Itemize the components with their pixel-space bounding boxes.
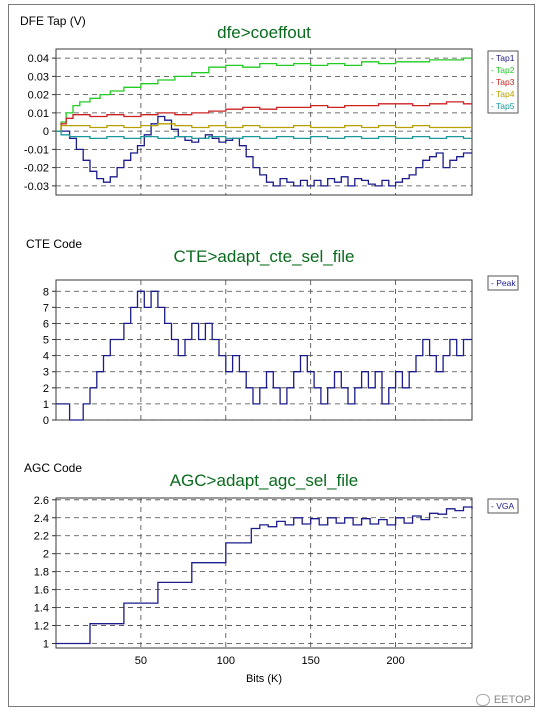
legend-entry: - Tap3 bbox=[491, 77, 515, 87]
legend-entry: - Tap5 bbox=[491, 101, 515, 111]
legend-entry: - Tap2 bbox=[491, 65, 515, 75]
series-line-vga bbox=[56, 506, 473, 645]
tick-label-y: 1.2 bbox=[34, 621, 49, 633]
tick-label-x: 100 bbox=[217, 655, 235, 667]
tick-label-y: 0 bbox=[43, 126, 49, 138]
legend-box bbox=[487, 50, 519, 114]
series-line-tap4 bbox=[56, 123, 472, 132]
chart-title: CTE>adapt_cte_sel_file bbox=[174, 247, 355, 266]
chart-1: 0.04 0.03 0.02 0.01 0 -0.01 -0.02 -0.03 DFE Tap … bbox=[20, 14, 519, 196]
plot-area bbox=[55, 48, 473, 196]
chart-2: 8 7 6 5 4 3 2 1 0 CTE Code CTE>adapt_cte_sel_file -… bbox=[26, 237, 519, 427]
tick-label-y: 2.2 bbox=[34, 531, 49, 543]
axis-label-y: AGC Code bbox=[24, 461, 82, 475]
tick-label-y: 1 bbox=[43, 639, 49, 651]
tick-label-y: 2.4 bbox=[34, 513, 49, 525]
legend-entry: - Peak bbox=[491, 278, 516, 288]
chart-title: AGC>adapt_agc_sel_file bbox=[170, 471, 359, 490]
tick-label-x: 50 bbox=[135, 655, 147, 667]
tick-label-y: 0.02 bbox=[28, 90, 49, 102]
tick-label-y: 2.6 bbox=[34, 495, 49, 507]
tick-label-x: 150 bbox=[302, 655, 320, 667]
tick-label-y: 1.6 bbox=[34, 585, 49, 597]
tick-label-y: 0.03 bbox=[28, 71, 49, 83]
tick-label-y: 6 bbox=[43, 318, 49, 330]
legend-box bbox=[487, 275, 519, 291]
tick-label-y: -0.02 bbox=[24, 163, 49, 175]
chart-title: dfe>coeffout bbox=[217, 23, 311, 42]
tick-label-y: -0.03 bbox=[24, 181, 49, 193]
tick-label-x: 200 bbox=[386, 655, 404, 667]
tick-label-y: 0.01 bbox=[28, 108, 49, 120]
series-line-tap3 bbox=[56, 101, 472, 132]
tick-label-y: 2 bbox=[43, 549, 49, 561]
tick-label-y: 3 bbox=[43, 367, 49, 379]
tick-label-y: 0 bbox=[43, 415, 49, 427]
legend-entry: - Tap4 bbox=[491, 89, 515, 99]
series-line-tap1 bbox=[56, 115, 472, 187]
legend-box bbox=[487, 498, 519, 514]
wechat-icon bbox=[475, 694, 490, 706]
legend-entry: - VGA bbox=[491, 501, 514, 511]
watermark: EETOP bbox=[475, 693, 531, 706]
axis-label-x: Bits (K) bbox=[246, 673, 282, 685]
plot-area bbox=[55, 497, 473, 649]
axis-label-y: CTE Code bbox=[26, 237, 82, 251]
tick-label-y: 7 bbox=[43, 302, 49, 314]
tick-label-y: -0.01 bbox=[24, 144, 49, 156]
plot-area bbox=[55, 279, 473, 421]
series-line-tap5 bbox=[56, 130, 472, 140]
tick-label-y: 1.8 bbox=[34, 567, 49, 579]
tick-label-y: 4 bbox=[43, 351, 49, 363]
tick-label-y: 5 bbox=[43, 335, 49, 347]
axis-label-y: DFE Tap (V) bbox=[20, 14, 86, 28]
series-line-tap2 bbox=[56, 57, 472, 132]
tick-label-y: 1 bbox=[43, 399, 49, 411]
tick-label-y: 8 bbox=[43, 286, 49, 298]
series-line-peak bbox=[56, 290, 472, 421]
tick-label-y: 1.4 bbox=[34, 603, 49, 615]
tick-label-y: 2 bbox=[43, 383, 49, 395]
watermark-text: EETOP bbox=[493, 693, 531, 706]
tick-label-y: 0.04 bbox=[28, 53, 49, 65]
legend-entry: - Tap1 bbox=[491, 53, 515, 63]
